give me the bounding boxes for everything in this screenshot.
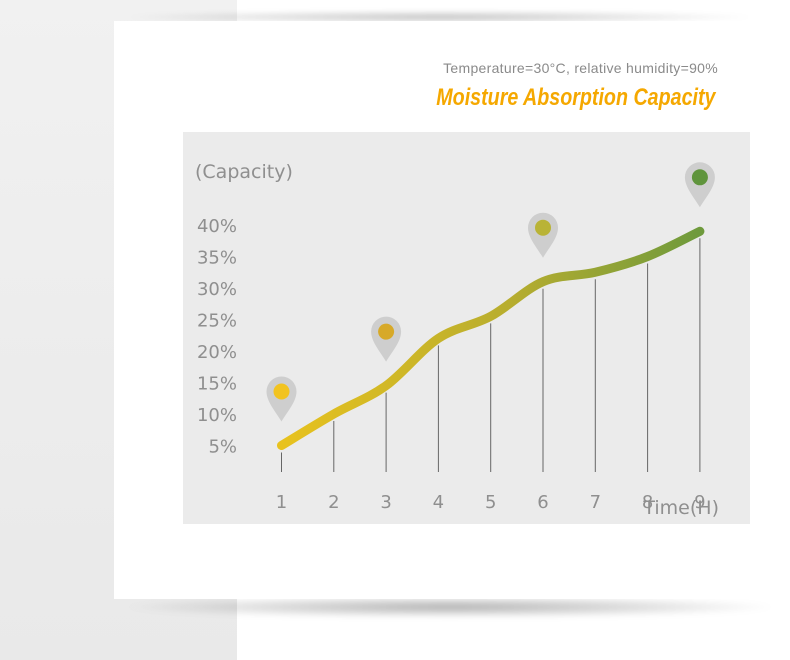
x-tick-label: 1	[276, 492, 287, 513]
chart-subtitle: Temperature=30°C, relative humidity=90%	[443, 60, 718, 76]
x-tick-label: 4	[433, 492, 444, 513]
map-pin-marker-icon	[528, 212, 558, 258]
x-tick-label: 6	[537, 492, 548, 513]
x-tick-label: 3	[380, 492, 391, 513]
x-axis-label: Time(H)	[642, 497, 719, 519]
card-shadow-bottom	[120, 596, 780, 618]
y-tick-label: 35%	[197, 248, 237, 269]
x-tick-label: 5	[485, 492, 496, 513]
x-tick-label: 7	[590, 492, 601, 513]
y-tick-label: 20%	[197, 342, 237, 363]
capacity-series-line	[277, 226, 705, 450]
y-tick-label: 25%	[197, 311, 237, 332]
x-tick-label: 9	[694, 492, 705, 513]
chart-title: Moisture Absorption Capacity	[435, 84, 715, 111]
chart-panel: (Capacity) Time(H) 40% 35% 30% 25% 20% 15% 10%…	[183, 132, 750, 524]
y-tick-label: 15%	[197, 374, 237, 395]
map-pin-marker-icon	[684, 162, 715, 208]
card-shadow-top	[120, 10, 760, 24]
y-tick-label: 10%	[197, 405, 237, 426]
map-pin-marker-icon	[266, 376, 297, 422]
y-tick-label: 40%	[197, 216, 237, 237]
x-tick-label: 2	[328, 492, 339, 513]
x-tick-label: 8	[642, 492, 653, 513]
map-pin-marker-icon	[371, 316, 402, 362]
y-tick-label: 30%	[197, 279, 237, 300]
chart-card: Temperature=30°C, relative humidity=90% …	[114, 21, 790, 599]
y-axis-label: (Capacity)	[195, 161, 293, 183]
moisture-chart: (Capacity) Time(H) 40%35%30%25%20%15%10%…	[195, 161, 719, 519]
y-tick-label: 5%	[208, 437, 237, 458]
